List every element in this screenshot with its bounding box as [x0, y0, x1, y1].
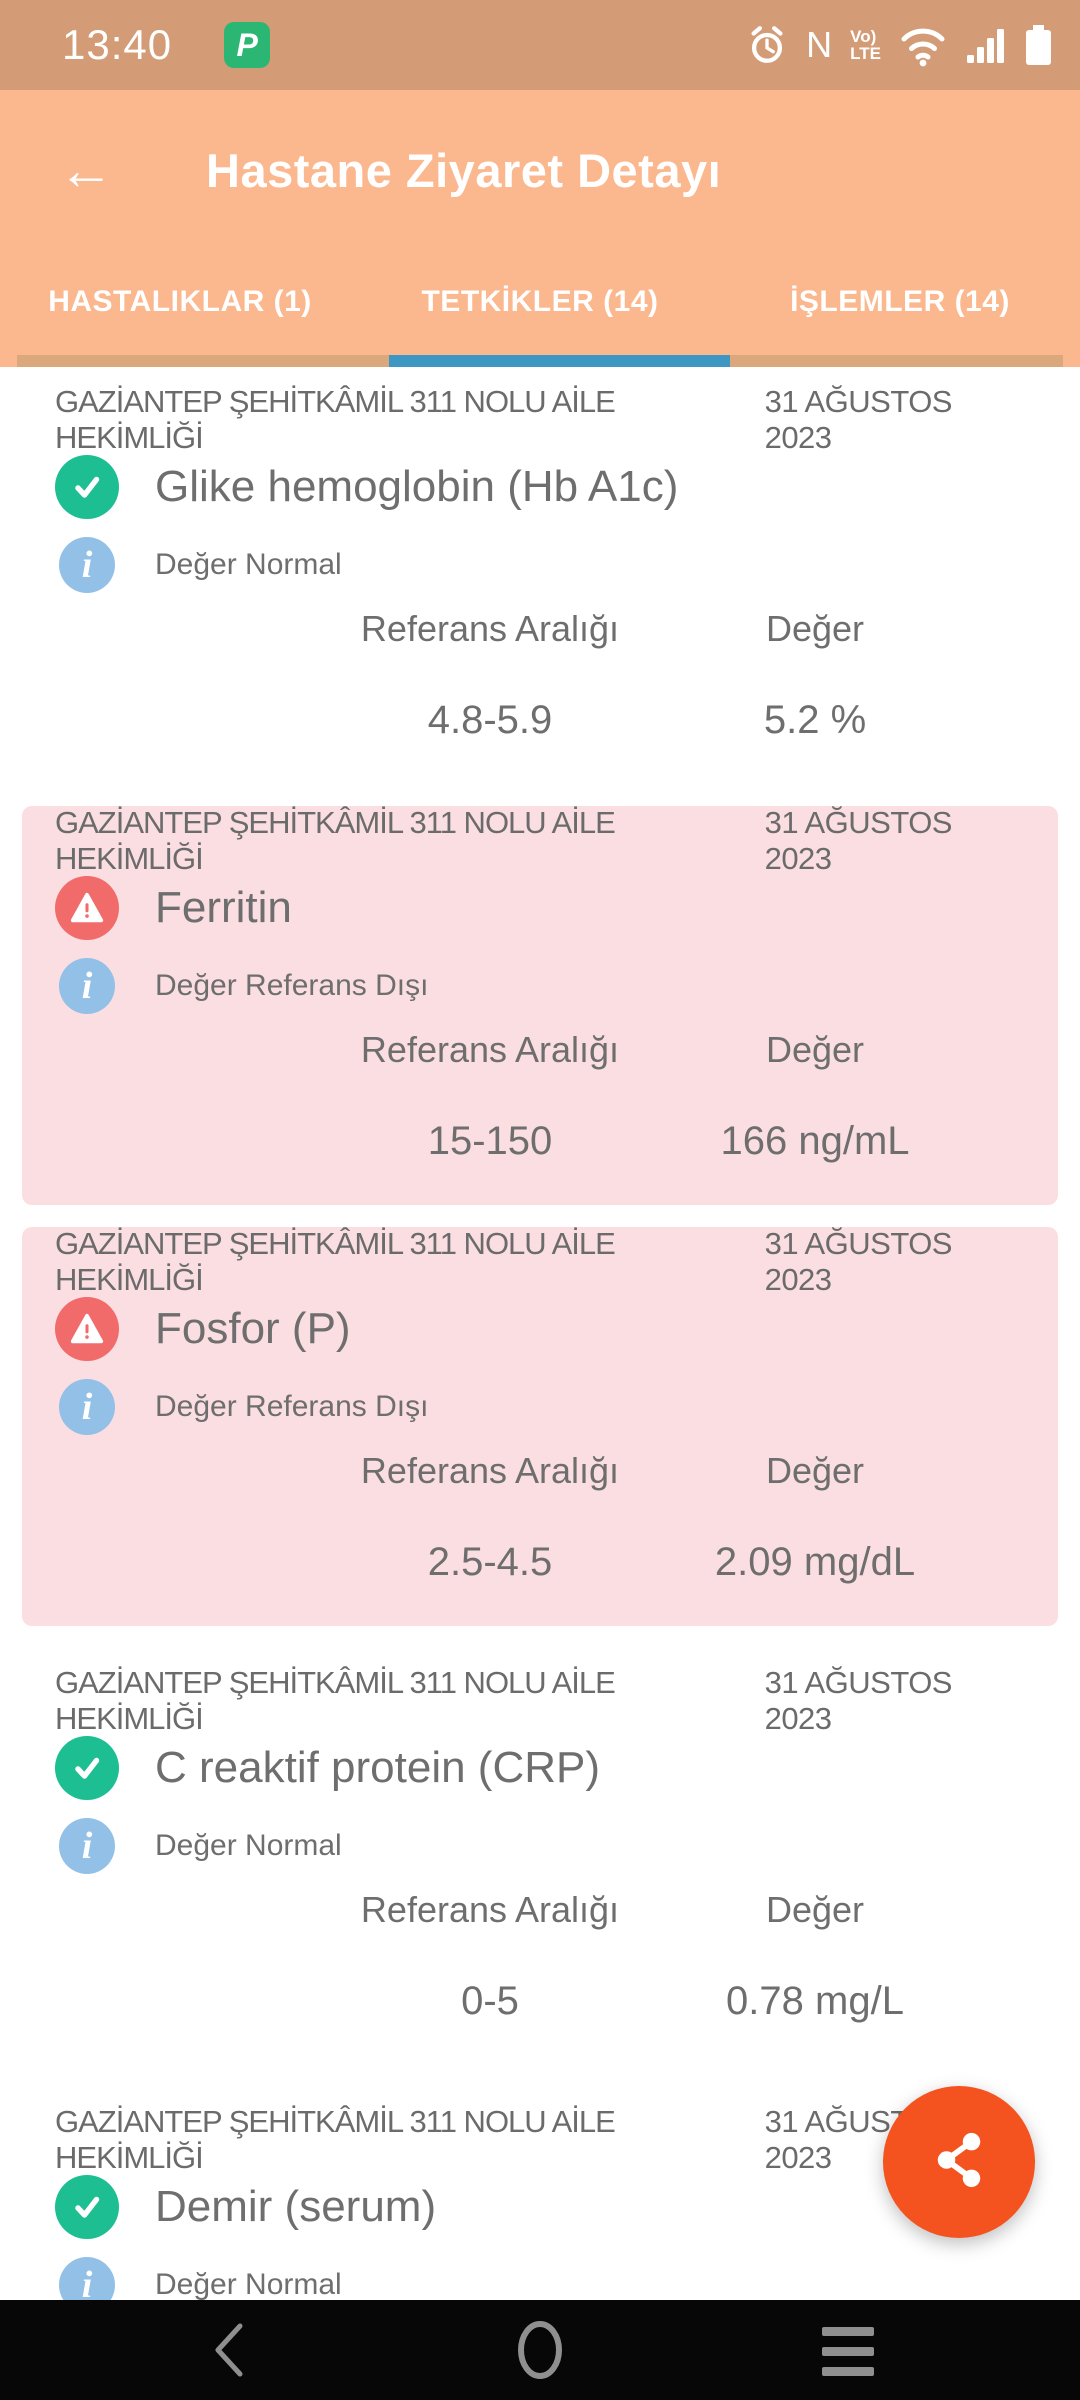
test-name: Glike hemoglobin (Hb A1c) — [155, 462, 679, 511]
date-label: 31 AĞUSTOS 2023 — [764, 1226, 953, 1297]
reference-range-value: 15-150 — [427, 1119, 553, 1163]
status-text: Değer Normal — [155, 2268, 342, 2300]
nav-recents-icon[interactable] — [822, 2327, 874, 2376]
wifi-icon — [899, 23, 947, 67]
result-table-header: Referans Aralığı Değer — [300, 1029, 1025, 1070]
result-value: 5.2 % — [763, 698, 867, 742]
check-icon — [55, 455, 119, 519]
warning-icon — [55, 1297, 119, 1361]
institution-label: GAZİANTEP ŞEHİTKÂMİL 311 NOLU AİLE HEKİM… — [55, 1665, 616, 1736]
info-icon[interactable]: i — [59, 1379, 115, 1435]
date-label: 31 AĞUSTOS 2023 — [764, 805, 953, 876]
test-card[interactable]: GAZİANTEP ŞEHİTKÂMİL 311 NOLU AİLE HEKİM… — [0, 1648, 1080, 2023]
tab-tetkikler[interactable]: TETKİKLER (14) — [421, 284, 659, 318]
card-header: GAZİANTEP ŞEHİTKÂMİL 311 NOLU AİLE HEKİM… — [55, 805, 1025, 876]
alarm-icon — [746, 23, 788, 67]
test-card[interactable]: GAZİANTEP ŞEHİTKÂMİL 311 NOLU AİLE HEKİM… — [22, 805, 1058, 1205]
result-table-header: Referans Aralığı Değer — [300, 1450, 1025, 1491]
reference-column-header: Referans Aralığı — [360, 1029, 620, 1070]
reference-column-header: Referans Aralığı — [360, 1450, 620, 1491]
android-nav-bar — [0, 2300, 1080, 2400]
signal-icon — [965, 23, 1007, 67]
back-arrow-icon[interactable]: ← — [58, 138, 114, 201]
date-label: 31 AĞUSTOS 2023 — [764, 1665, 953, 1736]
share-button[interactable] — [883, 2086, 1035, 2238]
value-column-header: Değer — [765, 1450, 865, 1491]
result-table-header: Referans Aralığı Değer — [300, 608, 1025, 649]
test-name: C reaktif protein (CRP) — [155, 1743, 601, 1792]
test-card[interactable]: GAZİANTEP ŞEHİTKÂMİL 311 NOLU AİLE HEKİM… — [0, 367, 1080, 742]
status-text: Değer Referans Dışı — [155, 969, 429, 1002]
test-name: Fosfor (P) — [155, 1304, 351, 1353]
tab-bar: HASTALIKLAR (1) TETKİKLER (14) İŞLEMLER … — [0, 250, 1080, 367]
value-column-header: Değer — [765, 1029, 865, 1070]
volte-icon: Vo) LTE — [850, 27, 881, 63]
institution-label: GAZİANTEP ŞEHİTKÂMİL 311 NOLU AİLE HEKİM… — [55, 2104, 616, 2175]
check-icon — [55, 2175, 119, 2239]
card-header: GAZİANTEP ŞEHİTKÂMİL 311 NOLU AİLE HEKİM… — [55, 1226, 1025, 1297]
result-table-row: 0-5 0.78 mg/L — [300, 1979, 1025, 2023]
page-title: Hastane Ziyaret Detayı — [206, 143, 722, 197]
status-text: Değer Normal — [155, 1829, 342, 1862]
card-header: GAZİANTEP ŞEHİTKÂMİL 311 NOLU AİLE HEKİM… — [55, 384, 1025, 455]
share-icon — [919, 2120, 999, 2205]
reference-column-header: Referans Aralığı — [360, 1889, 620, 1930]
test-name: Demir (serum) — [155, 2182, 437, 2231]
battery-icon — [1025, 23, 1052, 67]
active-tab-indicator — [389, 355, 730, 367]
value-column-header: Değer — [765, 608, 865, 649]
result-value: 0.78 mg/L — [726, 1979, 904, 2023]
test-name: Ferritin — [155, 883, 292, 932]
date-label: 31 AĞUSTOS 2023 — [764, 384, 953, 455]
reference-range-value: 0-5 — [461, 1979, 519, 2023]
result-table-row: 2.5-4.5 2.09 mg/dL — [300, 1540, 1025, 1584]
result-value: 166 ng/mL — [720, 1119, 910, 1163]
info-icon[interactable]: i — [59, 958, 115, 1014]
status-text: Değer Normal — [155, 548, 342, 581]
reference-range-value: 2.5-4.5 — [427, 1540, 553, 1584]
check-icon — [55, 1736, 119, 1800]
test-card[interactable]: GAZİANTEP ŞEHİTKÂMİL 311 NOLU AİLE HEKİM… — [22, 1226, 1058, 1626]
reference-range-value: 4.8-5.9 — [427, 698, 553, 742]
status-bar: 13:40 P N Vo) LTE — [0, 0, 1080, 90]
status-text: Değer Referans Dışı — [155, 1390, 429, 1423]
result-table-row: 15-150 166 ng/mL — [300, 1119, 1025, 1163]
nav-back-icon[interactable] — [210, 2320, 246, 2385]
warning-icon — [55, 876, 119, 940]
info-icon[interactable]: i — [59, 1818, 115, 1874]
info-icon[interactable]: i — [59, 537, 115, 593]
card-header: GAZİANTEP ŞEHİTKÂMİL 311 NOLU AİLE HEKİM… — [55, 1665, 1025, 1736]
result-table-row: 4.8-5.9 5.2 % — [300, 698, 1025, 742]
institution-label: GAZİANTEP ŞEHİTKÂMİL 311 NOLU AİLE HEKİM… — [55, 1226, 616, 1297]
institution-label: GAZİANTEP ŞEHİTKÂMİL 311 NOLU AİLE HEKİM… — [55, 805, 616, 876]
nfc-icon: N — [806, 24, 833, 65]
tab-islemler[interactable]: İŞLEMLER (14) — [790, 284, 1010, 318]
test-results-list: GAZİANTEP ŞEHİTKÂMİL 311 NOLU AİLE HEKİM… — [0, 367, 1080, 2300]
card-header: GAZİANTEP ŞEHİTKÂMİL 311 NOLU AİLE HEKİM… — [55, 2104, 1025, 2175]
test-card[interactable]: GAZİANTEP ŞEHİTKÂMİL 311 NOLU AİLE HEKİM… — [0, 2087, 1080, 2300]
nav-home-icon[interactable] — [516, 2319, 564, 2386]
status-time: 13:40 — [62, 21, 173, 68]
result-table-header: Referans Aralığı Değer — [300, 1889, 1025, 1930]
app-notification-badge: P — [224, 22, 271, 68]
info-icon[interactable]: i — [59, 2257, 115, 2300]
value-column-header: Değer — [765, 1889, 865, 1930]
app-bar: ← Hastane Ziyaret Detayı — [0, 90, 1080, 250]
institution-label: GAZİANTEP ŞEHİTKÂMİL 311 NOLU AİLE HEKİM… — [55, 384, 616, 455]
reference-column-header: Referans Aralığı — [360, 608, 620, 649]
result-value: 2.09 mg/dL — [714, 1540, 916, 1584]
tab-hastaliklar[interactable]: HASTALIKLAR (1) — [48, 284, 312, 318]
